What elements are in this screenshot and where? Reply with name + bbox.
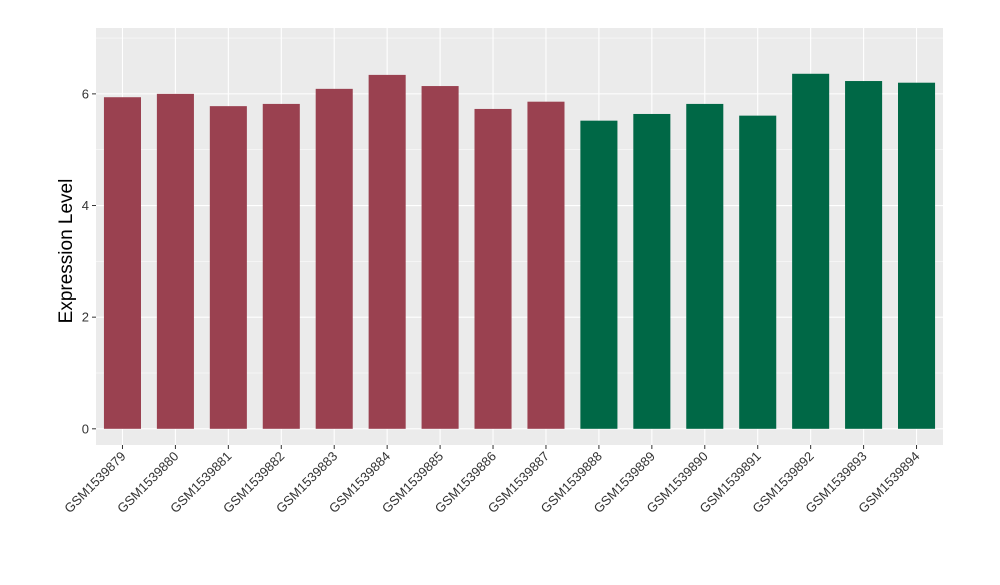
bar-GSM1539887 bbox=[527, 101, 565, 429]
bar-GSM1539880 bbox=[156, 93, 194, 429]
bar-GSM1539888 bbox=[580, 120, 618, 429]
bar-GSM1539881 bbox=[209, 106, 247, 429]
y-tick-label: 2 bbox=[82, 310, 89, 325]
y-axis-label: Expression Level bbox=[56, 179, 77, 324]
bar-GSM1539890 bbox=[686, 103, 724, 429]
x-axis: GSM1539879GSM1539880GSM1539881GSM1539882… bbox=[61, 445, 923, 516]
bar-GSM1539885 bbox=[421, 86, 459, 429]
bar-GSM1539891 bbox=[739, 115, 777, 429]
bar-GSM1539884 bbox=[368, 74, 406, 429]
bar-GSM1539886 bbox=[474, 108, 512, 429]
y-tick-label: 4 bbox=[82, 198, 89, 213]
bar-GSM1539893 bbox=[845, 81, 883, 429]
bar-GSM1539879 bbox=[103, 97, 141, 429]
bar-GSM1539892 bbox=[792, 73, 830, 429]
y-axis: 0 2 4 6 bbox=[82, 86, 96, 436]
bar-GSM1539894 bbox=[898, 82, 936, 429]
y-tick-label: 6 bbox=[82, 86, 89, 101]
y-tick-label: 0 bbox=[82, 421, 89, 436]
bar-GSM1539883 bbox=[315, 88, 353, 429]
bar-GSM1539882 bbox=[262, 103, 300, 429]
bars bbox=[103, 73, 936, 429]
bar-GSM1539889 bbox=[633, 113, 671, 429]
